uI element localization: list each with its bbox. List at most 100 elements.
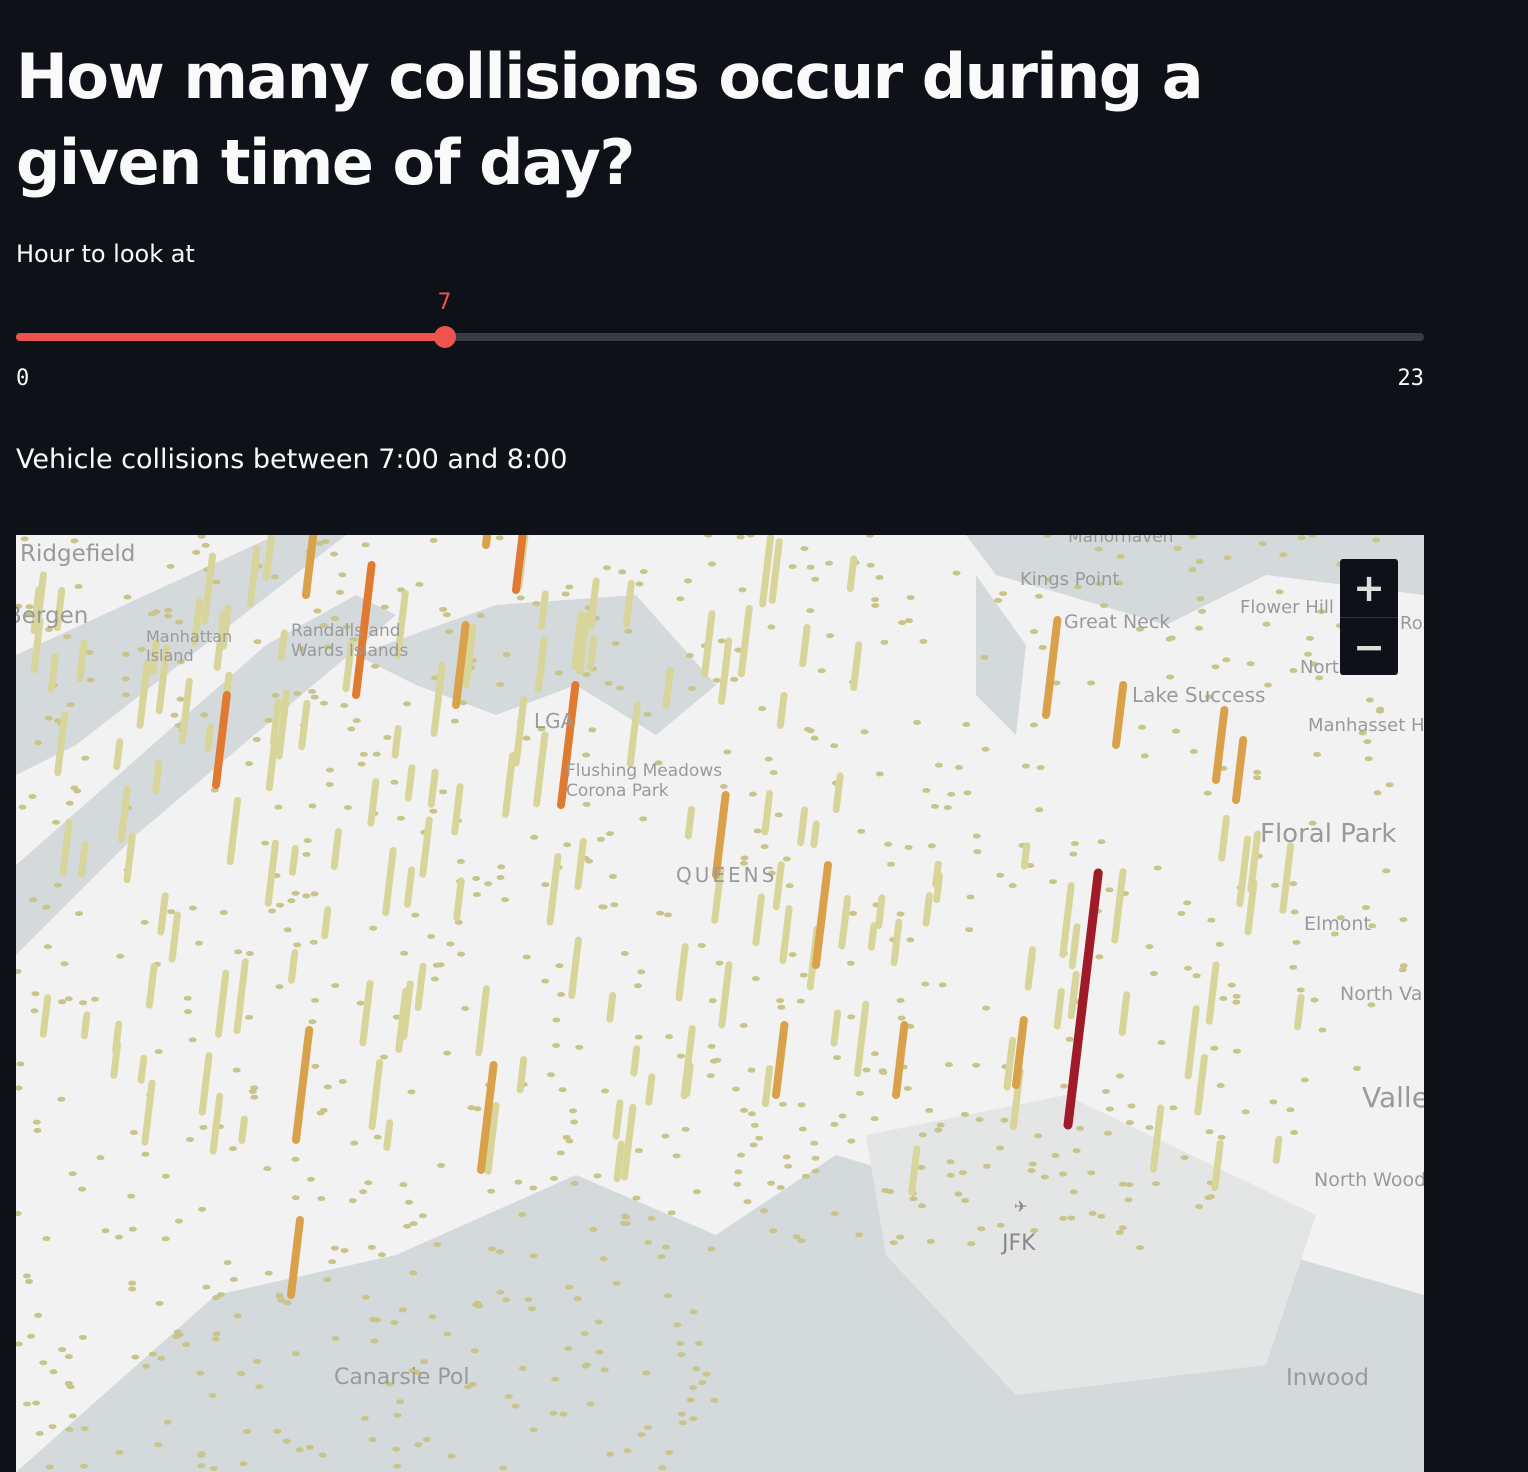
- collision-dot: [684, 578, 693, 584]
- collision-column: [568, 936, 582, 999]
- collision-dot: [157, 1355, 166, 1361]
- hour-slider[interactable]: 7 0 23: [16, 290, 1424, 400]
- collision-column: [737, 604, 753, 678]
- collision-column: [136, 659, 151, 729]
- collision-dot: [263, 1166, 272, 1172]
- collision-column: [838, 895, 852, 950]
- collision-dot: [906, 595, 915, 601]
- collision-dot: [154, 1442, 163, 1448]
- collision-dot: [904, 618, 913, 624]
- collision-dot: [514, 1179, 523, 1185]
- collision-dot: [1052, 680, 1061, 686]
- collision-column: [59, 818, 73, 876]
- collision-dot: [749, 1142, 758, 1148]
- collision-dot: [78, 1334, 87, 1340]
- collision-dot: [456, 858, 465, 864]
- collision-dot: [443, 1331, 452, 1337]
- collision-dot: [634, 1034, 643, 1040]
- collision-dot: [74, 584, 83, 590]
- collision-dot: [1124, 1197, 1133, 1203]
- collision-dot: [833, 1055, 842, 1061]
- collision-dot: [1026, 863, 1035, 869]
- collision-dot: [723, 749, 732, 755]
- collision-column: [779, 904, 793, 964]
- collision-dot: [639, 816, 648, 822]
- collision-dot: [237, 1371, 246, 1377]
- collision-dot: [1180, 1155, 1189, 1161]
- collision-column: [683, 1062, 694, 1098]
- collision-dot: [1330, 931, 1339, 937]
- collision-dot: [229, 1276, 238, 1282]
- collision-dot: [472, 875, 481, 881]
- collision-column: [512, 535, 527, 594]
- collision-dot: [1125, 1120, 1134, 1126]
- collision-dot: [504, 1394, 513, 1400]
- collision-dot: [712, 677, 721, 683]
- collision-dot: [209, 1465, 218, 1471]
- collision-dot: [398, 1307, 407, 1313]
- zoom-in-button[interactable]: +: [1353, 566, 1385, 610]
- collision-dot: [746, 535, 755, 538]
- collision-dot: [710, 1397, 719, 1403]
- slider-track[interactable]: [16, 333, 1424, 341]
- collision-dot: [1399, 917, 1408, 923]
- collision-dot: [1232, 993, 1241, 999]
- collision-dot: [16, 1061, 25, 1067]
- collision-dot: [270, 574, 279, 580]
- map-label: Lake Success: [1132, 683, 1266, 707]
- collision-dot: [414, 1442, 423, 1448]
- collision-dot: [750, 1122, 759, 1128]
- collision-dot: [1101, 1088, 1110, 1094]
- collision-dot: [565, 584, 574, 590]
- collision-dot: [163, 1419, 172, 1425]
- collision-dot: [1217, 1134, 1226, 1140]
- collision-dot: [871, 597, 880, 603]
- collision-dot: [661, 1133, 670, 1139]
- collision-dot: [79, 1000, 88, 1006]
- collision-dot: [1118, 1225, 1127, 1231]
- collision-dot: [1290, 1129, 1299, 1135]
- collision-dot: [1035, 593, 1044, 599]
- collision-dot: [330, 616, 339, 622]
- slider-thumb[interactable]: [433, 326, 456, 348]
- collision-dot: [57, 1096, 66, 1102]
- collision-dot: [541, 882, 550, 888]
- collision-dot: [913, 720, 922, 726]
- collision-dot: [16, 1341, 23, 1347]
- collision-dot: [1140, 753, 1149, 759]
- collision-dot: [446, 941, 455, 947]
- collision-column: [451, 783, 464, 836]
- collision-column: [404, 764, 416, 802]
- collision-column: [277, 629, 288, 661]
- collision-column: [832, 772, 844, 814]
- collision-dot: [558, 1087, 567, 1093]
- collision-dot: [1309, 661, 1318, 667]
- collision-dot: [183, 995, 192, 1001]
- collision-dot: [634, 983, 643, 989]
- collision-dot: [174, 1218, 183, 1224]
- collision-dot: [1157, 1040, 1166, 1046]
- collision-map[interactable]: Ridgefield Bergen Manhattan Island Randa…: [16, 535, 1424, 1472]
- collision-column: [269, 698, 282, 747]
- collision-dot: [618, 569, 627, 575]
- zoom-out-button[interactable]: −: [1340, 617, 1398, 676]
- collision-dot: [31, 991, 40, 997]
- collision-dot: [311, 997, 320, 1003]
- collision-dot: [643, 1424, 652, 1430]
- collision-dot: [623, 1448, 632, 1454]
- collision-dot: [311, 1063, 320, 1069]
- collision-dot: [192, 549, 201, 555]
- collision-dot: [427, 933, 436, 939]
- collision-column: [574, 837, 587, 890]
- collision-dot: [557, 992, 566, 998]
- collision-dot: [717, 638, 726, 644]
- collision-dot: [981, 746, 990, 752]
- collision-dot: [738, 587, 747, 593]
- collision-dot: [1262, 621, 1271, 627]
- collision-dot: [75, 911, 84, 917]
- collision-dot: [747, 1111, 756, 1117]
- collision-dot: [704, 535, 713, 538]
- collision-column: [922, 892, 933, 927]
- collision-dot: [776, 1185, 785, 1191]
- collision-dot: [293, 691, 302, 697]
